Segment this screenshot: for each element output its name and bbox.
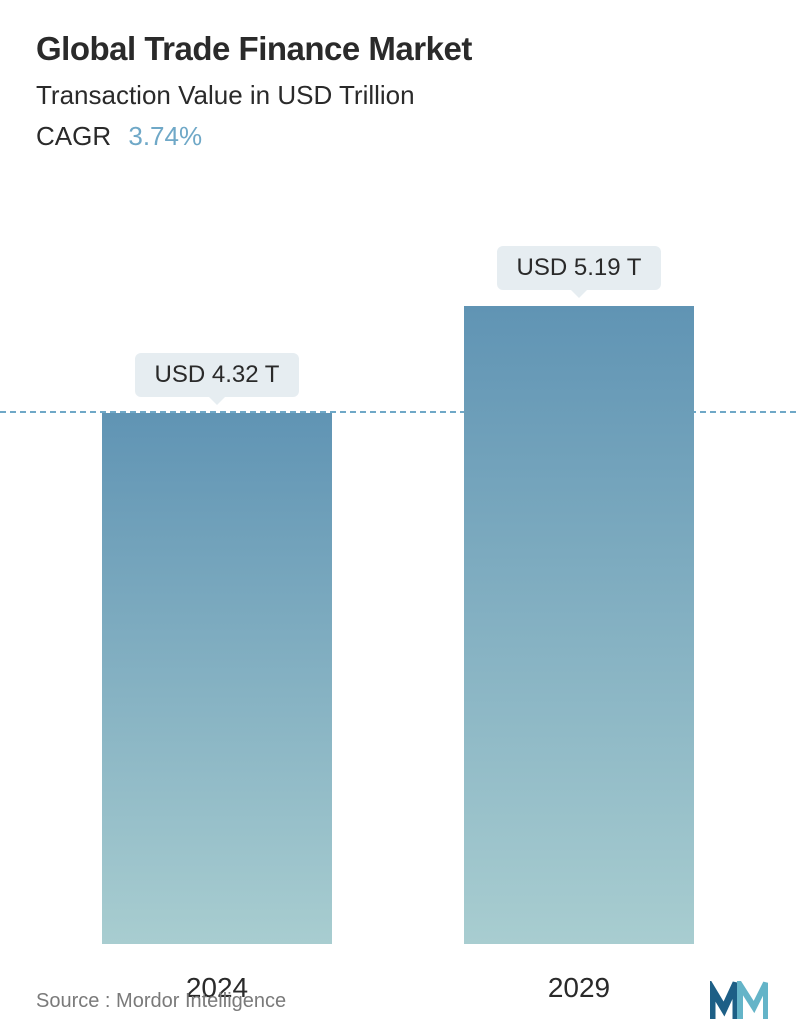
cagr-row: CAGR 3.74% [36, 121, 760, 152]
bar [464, 306, 694, 944]
chart-title: Global Trade Finance Market [36, 30, 760, 68]
bars-wrap: USD 4.32 T USD 5.19 T [36, 192, 760, 944]
cagr-label: CAGR [36, 121, 111, 151]
bar [102, 413, 332, 944]
footer: Source : Mordor Intelligence [0, 978, 796, 1034]
cagr-value: 3.74% [128, 121, 202, 151]
bar-column: USD 4.32 T [72, 192, 362, 944]
brand-logo [710, 981, 768, 1021]
chart-subtitle: Transaction Value in USD Trillion [36, 80, 760, 111]
value-badge: USD 5.19 T [497, 246, 662, 290]
chart-container: Global Trade Finance Market Transaction … [0, 0, 796, 1034]
chart-area: USD 4.32 TUSD 5.19 T 20242029 [36, 192, 760, 1034]
source-text: Source : Mordor Intelligence [36, 990, 286, 1013]
bar-column: USD 5.19 T [434, 192, 724, 944]
value-badge: USD 4.32 T [135, 353, 300, 397]
